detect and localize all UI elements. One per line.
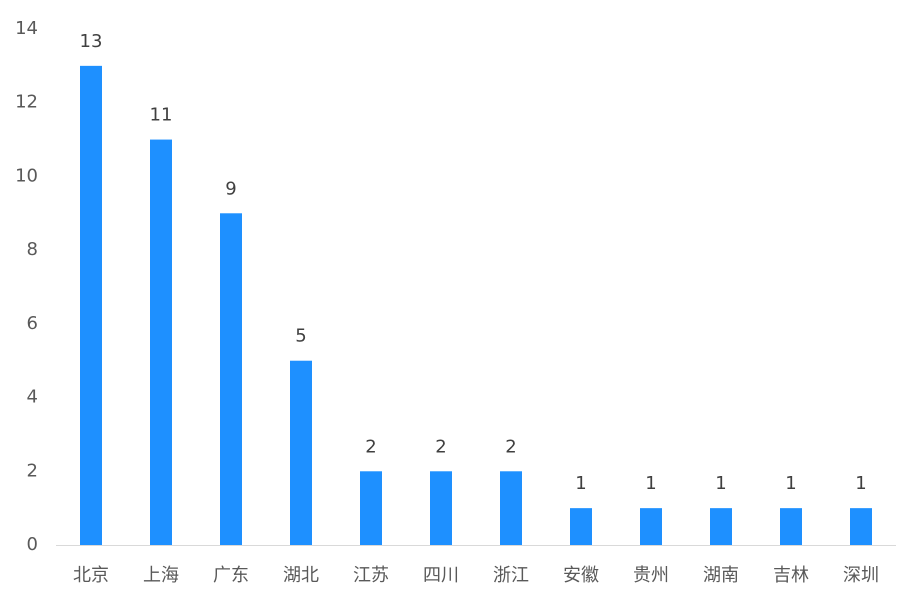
data-label: 2	[365, 436, 376, 457]
data-label: 2	[435, 436, 446, 457]
y-tick-label: 12	[15, 92, 38, 113]
y-tick-label: 0	[27, 534, 38, 555]
y-tick-label: 6	[27, 313, 38, 334]
bar	[80, 65, 102, 545]
y-tick-label: 8	[27, 239, 38, 260]
bar	[150, 139, 172, 546]
data-label: 5	[295, 326, 306, 347]
x-tick-label: 贵州	[633, 565, 669, 586]
data-label: 1	[715, 473, 726, 494]
data-label: 1	[785, 473, 796, 494]
bar	[220, 213, 242, 546]
bar	[500, 471, 522, 545]
bar	[710, 508, 732, 545]
data-label: 1	[575, 473, 586, 494]
bar	[850, 508, 872, 545]
bar	[290, 360, 312, 545]
x-tick-label: 吉林	[773, 565, 809, 586]
x-tick-label: 四川	[423, 565, 459, 586]
x-tick-label: 广东	[213, 565, 249, 586]
y-tick-label: 10	[15, 165, 38, 186]
x-tick-label: 江苏	[353, 565, 389, 586]
y-tick-label: 2	[27, 460, 38, 481]
x-tick-label: 湖北	[283, 565, 319, 586]
x-tick-label: 湖南	[703, 565, 739, 586]
bar	[430, 471, 452, 545]
bar	[570, 508, 592, 545]
x-tick-label: 上海	[143, 565, 179, 586]
data-label: 2	[505, 436, 516, 457]
data-label: 13	[80, 31, 103, 52]
data-label: 1	[645, 473, 656, 494]
data-label: 9	[225, 178, 236, 199]
bar	[360, 471, 382, 545]
bar	[640, 508, 662, 545]
x-tick-label: 北京	[73, 565, 109, 586]
y-tick-label: 14	[15, 18, 38, 39]
data-label: 11	[150, 105, 173, 126]
x-tick-label: 浙江	[493, 565, 529, 586]
x-tick-label: 深圳	[843, 565, 879, 586]
data-label: 1	[855, 473, 866, 494]
x-tick-label: 安徽	[563, 565, 599, 586]
bar	[780, 508, 802, 545]
y-tick-label: 4	[27, 387, 38, 408]
